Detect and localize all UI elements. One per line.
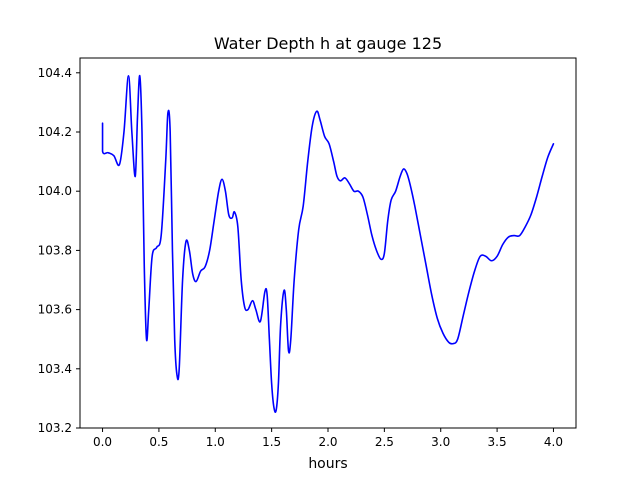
y-tick-label: 104.0 xyxy=(38,184,72,198)
y-axis-ticks: 103.2 103.4 103.6 103.8 104.0 104.2 104.4 xyxy=(38,66,80,435)
x-tick-label: 1.5 xyxy=(262,435,281,449)
y-tick-label: 103.4 xyxy=(38,362,72,376)
x-tick-label: 4.0 xyxy=(544,435,563,449)
chart-title: Water Depth h at gauge 125 xyxy=(214,34,442,53)
x-tick-label: 0.5 xyxy=(149,435,168,449)
y-tick-label: 103.6 xyxy=(38,303,72,317)
x-axis-label: hours xyxy=(308,456,347,472)
y-tick-label: 104.4 xyxy=(38,66,72,80)
y-tick-label: 104.2 xyxy=(38,125,72,139)
plot-area xyxy=(101,74,555,414)
series-line-0 xyxy=(101,74,555,414)
x-tick-label: 3.0 xyxy=(431,435,450,449)
plot-frame xyxy=(79,57,577,429)
x-tick-label: 2.5 xyxy=(375,435,394,449)
x-axis-ticks: 0.0 0.5 1.0 1.5 2.0 2.5 3.0 3.5 4.0 xyxy=(93,428,563,449)
y-tick-label: 103.2 xyxy=(38,421,72,435)
x-tick-label: 0.0 xyxy=(93,435,112,449)
x-tick-label: 3.5 xyxy=(488,435,507,449)
x-tick-label: 2.0 xyxy=(318,435,337,449)
x-tick-label: 1.0 xyxy=(206,435,225,449)
y-tick-label: 103.8 xyxy=(38,243,72,257)
